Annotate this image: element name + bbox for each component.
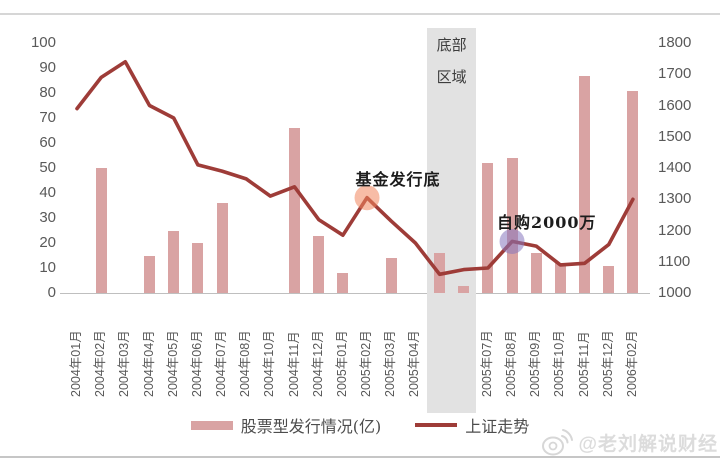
bar bbox=[554, 263, 566, 293]
bottom-zone-label-line2: 区域 bbox=[436, 68, 467, 86]
bar bbox=[579, 75, 591, 293]
legend-item-line: 上证走势 bbox=[415, 413, 529, 437]
x-axis-label: 2005年10月 bbox=[552, 330, 567, 397]
right-axis-tick: 1700 bbox=[658, 65, 692, 83]
right-axis-tick: 1800 bbox=[658, 34, 692, 51]
bar bbox=[603, 265, 615, 293]
left-axis-tick: 10 bbox=[39, 259, 56, 276]
bar bbox=[337, 273, 349, 293]
right-axis-tick: 1400 bbox=[658, 159, 692, 176]
right-axis-tick: 1200 bbox=[658, 221, 692, 239]
top-border-line bbox=[0, 13, 720, 15]
right-axis-tick: 1500 bbox=[658, 127, 692, 145]
watermark-text: @老刘解说财经 bbox=[578, 433, 718, 455]
right-axis-tick: 1100 bbox=[658, 252, 691, 270]
x-axis-label: 2005年12月 bbox=[600, 330, 615, 397]
left-axis-tick: 80 bbox=[39, 84, 56, 101]
line-swatch bbox=[415, 423, 458, 427]
bar bbox=[530, 253, 542, 293]
x-axis-label: 2005年08月 bbox=[504, 330, 519, 397]
x-axis-label: 2004年11月 bbox=[286, 331, 301, 397]
annotation-self-purchase: 自购2000万 bbox=[497, 213, 597, 232]
bar bbox=[385, 258, 397, 293]
bar bbox=[289, 128, 301, 293]
x-axis-label: 2005年02月 bbox=[359, 330, 374, 397]
bottom-border-line bbox=[0, 456, 720, 458]
weibo-icon bbox=[542, 429, 574, 456]
bar bbox=[434, 253, 446, 293]
x-axis-label: 2005年09月 bbox=[528, 330, 543, 397]
bottom-zone-label: 底部 区域 bbox=[427, 34, 476, 98]
bar bbox=[482, 163, 494, 293]
left-axis-tick: 70 bbox=[39, 109, 56, 126]
bar bbox=[144, 255, 155, 293]
left-axis-tick: 50 bbox=[39, 159, 56, 176]
x-axis-label: 2004年01月 bbox=[69, 330, 83, 397]
x-axis-label: 2004年05月 bbox=[165, 330, 180, 397]
legend-label-line: 上证走势 bbox=[465, 417, 530, 436]
left-axis-tick: 60 bbox=[39, 134, 56, 151]
watermark: @老刘解说财经 bbox=[540, 426, 718, 458]
bar bbox=[313, 235, 325, 293]
x-axis-label: 2004年06月 bbox=[189, 330, 204, 397]
x-axis-label: 2005年11月 bbox=[576, 331, 591, 397]
x-axis-label: 2006年02月 bbox=[624, 330, 639, 397]
bar bbox=[95, 168, 107, 293]
x-axis-label: 2004年07月 bbox=[214, 330, 229, 397]
left-axis-tick: 0 bbox=[47, 284, 56, 301]
x-axis-label: 2004年04月 bbox=[141, 330, 156, 397]
left-axis-tick: 90 bbox=[39, 59, 56, 76]
x-axis-label: 2004年02月 bbox=[93, 330, 108, 397]
x-axis-label: 2004年12月 bbox=[310, 330, 325, 397]
x-axis-label: 2005年07月 bbox=[479, 330, 494, 397]
bar-swatch bbox=[190, 420, 233, 430]
x-axis-label: 2004年10月 bbox=[262, 330, 277, 397]
left-axis-tick: 100 bbox=[30, 34, 56, 51]
right-axis-tick: 1000 bbox=[658, 284, 692, 301]
right-axis-tick: 1300 bbox=[658, 190, 692, 208]
x-axis-line bbox=[60, 293, 650, 294]
annotation-fund-issuance-bottom: 基金发行底 bbox=[355, 170, 441, 189]
bottom-zone-label-line1: 底部 bbox=[436, 36, 467, 54]
x-axis-label: 2004年08月 bbox=[238, 330, 253, 397]
right-axis-tick: 1600 bbox=[658, 96, 692, 114]
left-axis-tick: 20 bbox=[39, 234, 56, 251]
legend: 股票型发行情况(亿) 上证走势 bbox=[0, 413, 720, 437]
x-axis-label: 2005年01月 bbox=[334, 330, 349, 397]
legend-label-bars: 股票型发行情况(亿) bbox=[240, 417, 382, 436]
bar bbox=[168, 230, 180, 293]
bar bbox=[627, 90, 639, 293]
bar bbox=[458, 285, 470, 293]
x-axis-label: 2004年03月 bbox=[117, 330, 132, 397]
left-axis-tick: 40 bbox=[39, 184, 56, 201]
x-axis-label: 2005年03月 bbox=[383, 330, 398, 397]
x-axis-label: 2005年04月 bbox=[407, 330, 422, 397]
left-axis-tick: 30 bbox=[39, 209, 56, 226]
legend-item-bars: 股票型发行情况(亿) bbox=[190, 413, 382, 437]
bar bbox=[216, 203, 228, 293]
bar bbox=[192, 243, 204, 293]
